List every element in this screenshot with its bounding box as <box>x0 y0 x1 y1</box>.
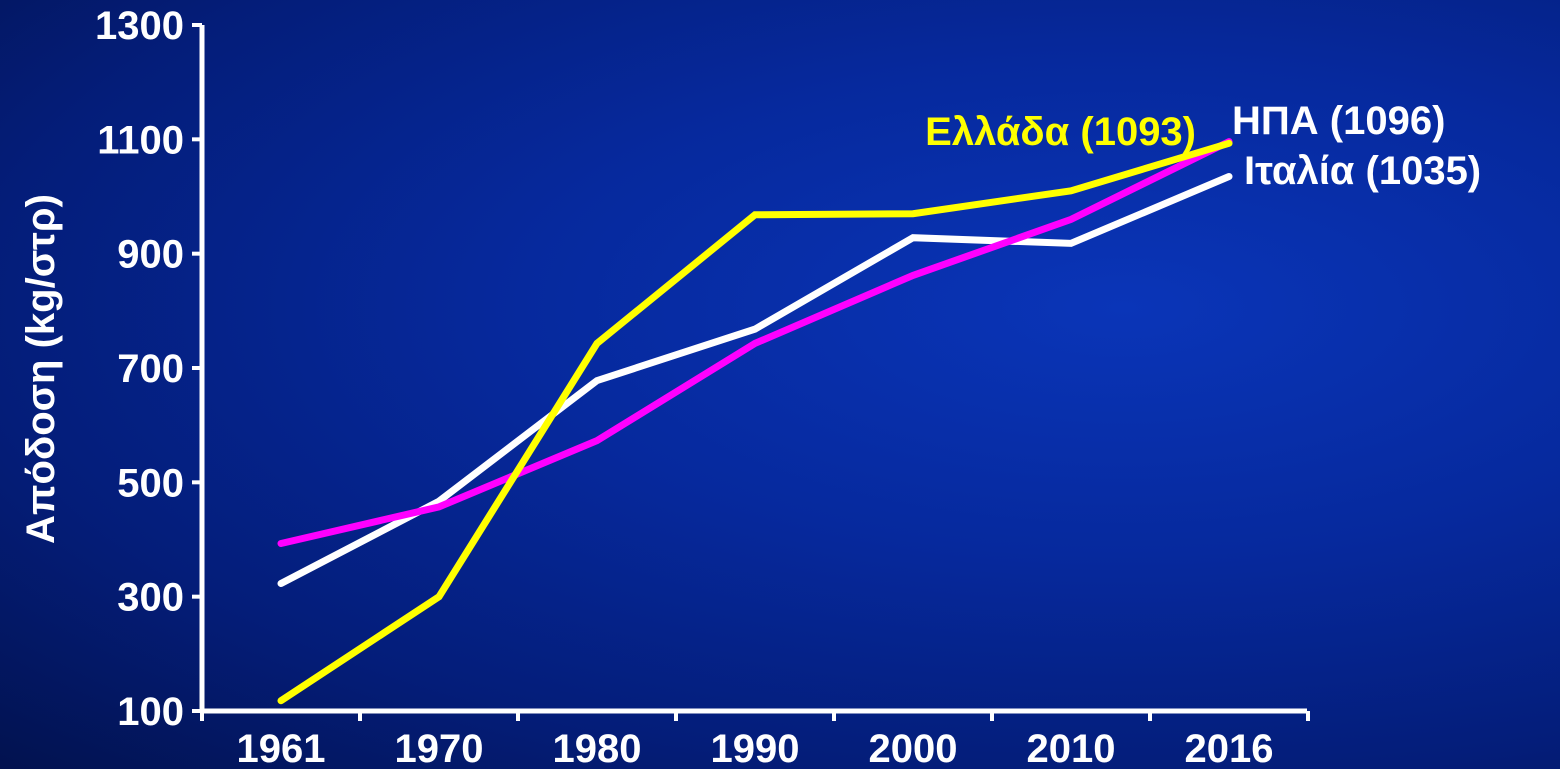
x-tick-label: 1990 <box>711 727 800 769</box>
y-tick-label: 700 <box>117 347 184 391</box>
y-tick-label: 1300 <box>95 4 184 48</box>
x-tick-label: 1980 <box>553 727 642 769</box>
x-tick-label: 2016 <box>1185 727 1274 769</box>
series-labels: Ελλάδα (1093) ΗΠΑ (1096) Ιταλία (1035) <box>925 99 1481 193</box>
series-line-usa <box>277 138 1233 547</box>
x-tick-label: 1961 <box>237 727 326 769</box>
y-axis-title: Απόδοση (kg/στρ) <box>19 194 63 544</box>
series-label-greece: Ελλάδα (1093) <box>925 110 1196 154</box>
y-tick-label: 900 <box>117 233 184 277</box>
series-line-italy <box>277 173 1233 587</box>
x-tick-label: 2000 <box>869 727 958 769</box>
x-ticks: 1961 1970 1980 1990 2000 2010 2016 <box>200 711 1310 769</box>
x-tick-label: 2010 <box>1027 727 1116 769</box>
y-tick-label: 300 <box>117 576 184 620</box>
series-label-usa: ΗΠΑ (1096) <box>1232 99 1445 143</box>
x-tick-label: 1970 <box>395 727 484 769</box>
y-tick-label: 1100 <box>97 118 184 162</box>
series-line-greece <box>277 139 1233 705</box>
y-ticks: 100 300 500 700 900 1100 1300 <box>95 4 202 734</box>
y-tick-label: 100 <box>117 690 184 734</box>
y-tick-label: 500 <box>117 461 184 505</box>
series-label-italy: Ιταλία (1035) <box>1244 149 1481 193</box>
series-lines <box>277 138 1233 705</box>
